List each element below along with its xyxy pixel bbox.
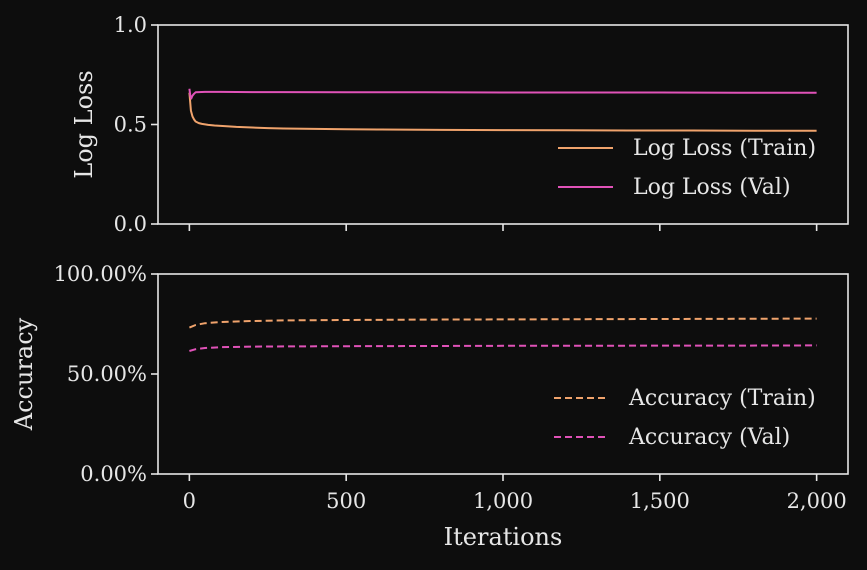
loss-y-tick-label: 1.0: [114, 13, 147, 37]
loss-series-line-train: [188, 92, 817, 132]
accuracy-x-tick-label: 500: [326, 489, 366, 513]
loss-y-axis-label: Log Loss: [70, 70, 98, 178]
accuracy-x-tick-label: 2,000: [787, 489, 847, 513]
loss-legend-label: Log Loss (Val): [633, 175, 791, 200]
accuracy-x-axis-label: Iterations: [444, 523, 563, 551]
accuracy-y-tick-label: 50.00%: [67, 362, 147, 386]
accuracy-x-tick-label: 1,000: [473, 489, 533, 513]
loss-y-tick-label: 0.5: [114, 113, 147, 137]
accuracy-series-line-train: [189, 317, 817, 329]
accuracy-y-axis-label: Accuracy: [10, 317, 38, 431]
accuracy-x-tick-label: 0: [183, 489, 196, 513]
accuracy-plot: 0.00% 50.00% 100.00% 0 500 1,000 1,500 2,000 Acc…: [10, 262, 849, 551]
accuracy-legend-label: Accuracy (Train): [628, 386, 816, 411]
loss-series-line-val: [188, 88, 817, 100]
loss-y-tick-label: 0.0: [114, 212, 147, 236]
accuracy-y-tick-label: 0.00%: [80, 462, 147, 486]
accuracy-series-line-val: [189, 344, 817, 352]
accuracy-y-tick-label: 100.00%: [54, 262, 147, 286]
loss-legend-label: Log Loss (Train): [633, 136, 816, 161]
accuracy-legend-label: Accuracy (Val): [628, 425, 790, 450]
accuracy-x-tick-label: 1,500: [630, 489, 690, 513]
loss-plot: 0.0 0.5 1.0 Log Loss Log Loss (Train) Log Los…: [70, 13, 849, 236]
